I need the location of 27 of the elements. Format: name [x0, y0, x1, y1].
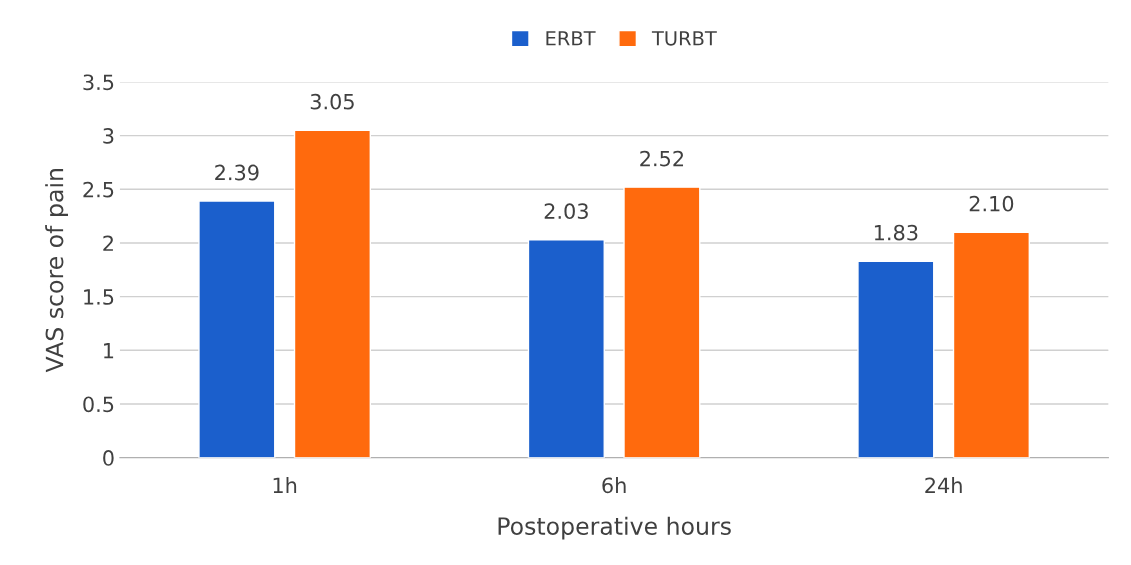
bar	[293, 129, 371, 458]
x-tick-label: 6h	[602, 477, 626, 494]
bar	[198, 200, 276, 458]
data-label: 2.10	[969, 195, 1014, 212]
y-tick-label: 2	[103, 235, 113, 251]
y-tick-label: 0.5	[83, 396, 114, 413]
y-tick-label: 0	[103, 450, 114, 466]
data-label: 2.03	[544, 203, 588, 220]
x-axis-title: Postoperative hours	[498, 516, 731, 540]
y-tick-label: 1	[104, 343, 114, 359]
y-tick-label: 1.5	[84, 289, 114, 305]
x-tick-label: 24h	[925, 477, 962, 493]
data-label: 1.83	[874, 224, 918, 241]
bar	[857, 260, 935, 458]
y-tick-label: 3.5	[83, 74, 114, 91]
bar	[952, 231, 1030, 458]
legend-label: ERBT	[546, 31, 596, 46]
y-tick-label: 3	[103, 128, 114, 144]
y-axis-title: VAS score of pain	[45, 169, 68, 373]
bar	[527, 239, 605, 458]
x-tick-label: 1h	[273, 477, 297, 493]
legend-label: TURBT	[651, 31, 717, 46]
data-label: 2.39	[215, 164, 259, 181]
data-label: 3.05	[310, 93, 354, 110]
data-label: 2.52	[640, 150, 684, 167]
bar	[623, 186, 701, 458]
y-tick-label: 2.5	[83, 181, 114, 198]
